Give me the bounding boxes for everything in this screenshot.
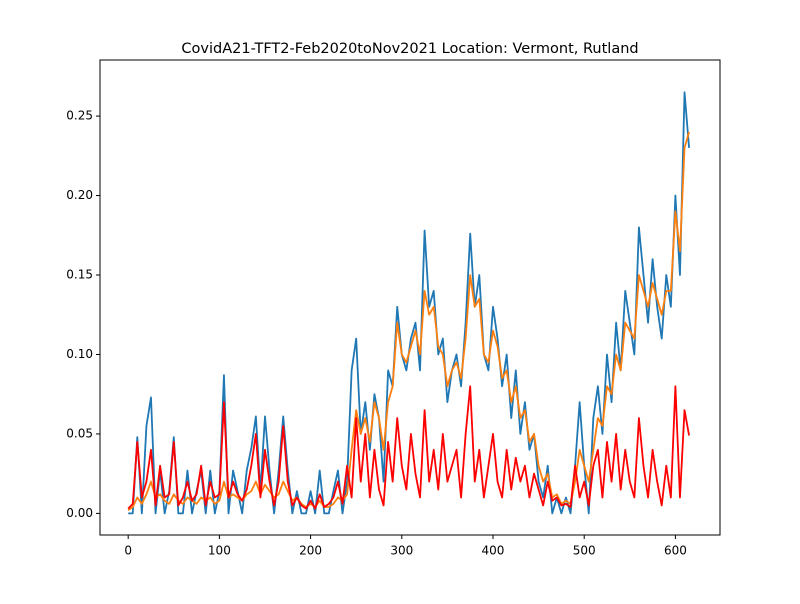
y-tick-label: 0.00	[66, 506, 93, 520]
x-tick-label: 100	[208, 544, 231, 558]
series-line	[128, 91, 690, 515]
y-tick-label: 0.10	[66, 347, 93, 361]
y-tick-label: 0.25	[66, 109, 93, 123]
plot-frame	[99, 59, 721, 536]
series-line	[127, 385, 690, 510]
y-tick-label: 0.15	[66, 268, 93, 282]
x-tick-label: 600	[664, 544, 687, 558]
x-tick-label: 500	[573, 544, 596, 558]
series-line	[127, 131, 690, 511]
x-tick-label: 0	[124, 544, 132, 558]
x-tick-label: 400	[482, 544, 505, 558]
chart-title: CovidA21-TFT2-Feb2020toNov2021 Location:…	[181, 41, 638, 57]
y-tick-label: 0.20	[66, 188, 93, 202]
x-tick-label: 300	[390, 544, 413, 558]
y-tick-label: 0.05	[66, 426, 93, 440]
x-tick-label: 200	[299, 544, 322, 558]
